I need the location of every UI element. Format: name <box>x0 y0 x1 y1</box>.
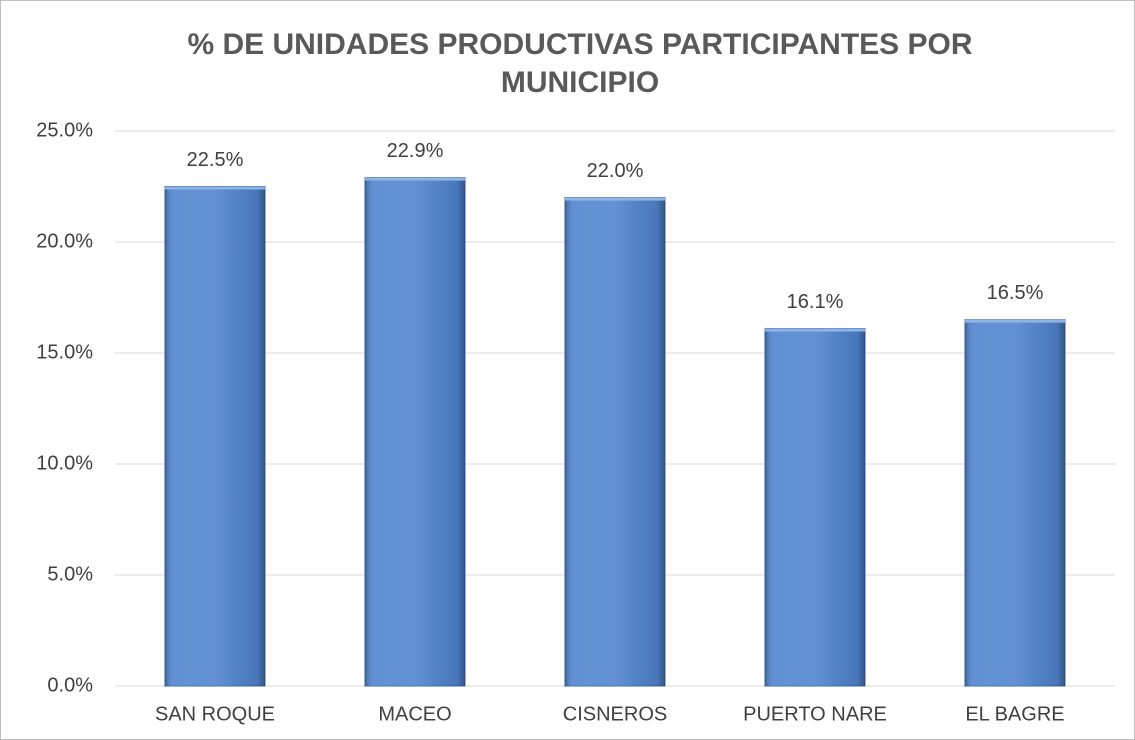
y-tick-label: 20.0% <box>36 230 93 252</box>
x-tick-label: CISNEROS <box>563 703 667 725</box>
data-label: 22.9% <box>387 140 444 162</box>
data-label: 22.5% <box>187 149 244 171</box>
bar-shade <box>365 177 465 686</box>
y-tick-label: 15.0% <box>36 341 93 363</box>
bar-shade <box>165 186 265 686</box>
bar-shade <box>765 328 865 686</box>
bar-top <box>565 197 665 201</box>
data-label: 16.1% <box>787 291 844 313</box>
y-tick-label: 10.0% <box>36 452 93 474</box>
data-label: 16.5% <box>987 282 1044 304</box>
chart-title: % DE UNIDADES PRODUCTIVAS PARTICIPANTES … <box>187 28 973 99</box>
y-tick-label: 0.0% <box>47 674 93 696</box>
x-tick-label: MACEO <box>378 703 451 725</box>
y-tick-label: 5.0% <box>47 563 93 585</box>
x-tick-label: PUERTO NARE <box>743 703 887 725</box>
bar-top <box>765 328 865 332</box>
bar-top <box>965 319 1065 323</box>
bar-top <box>165 186 265 190</box>
x-tick-label: EL BAGRE <box>965 703 1064 725</box>
x-tick-label: SAN ROQUE <box>155 703 275 725</box>
data-label: 22.0% <box>587 160 644 182</box>
bar-shade <box>565 197 665 686</box>
bar-shade <box>965 319 1065 686</box>
y-tick-label: 25.0% <box>36 119 93 141</box>
bar-top <box>365 177 465 181</box>
